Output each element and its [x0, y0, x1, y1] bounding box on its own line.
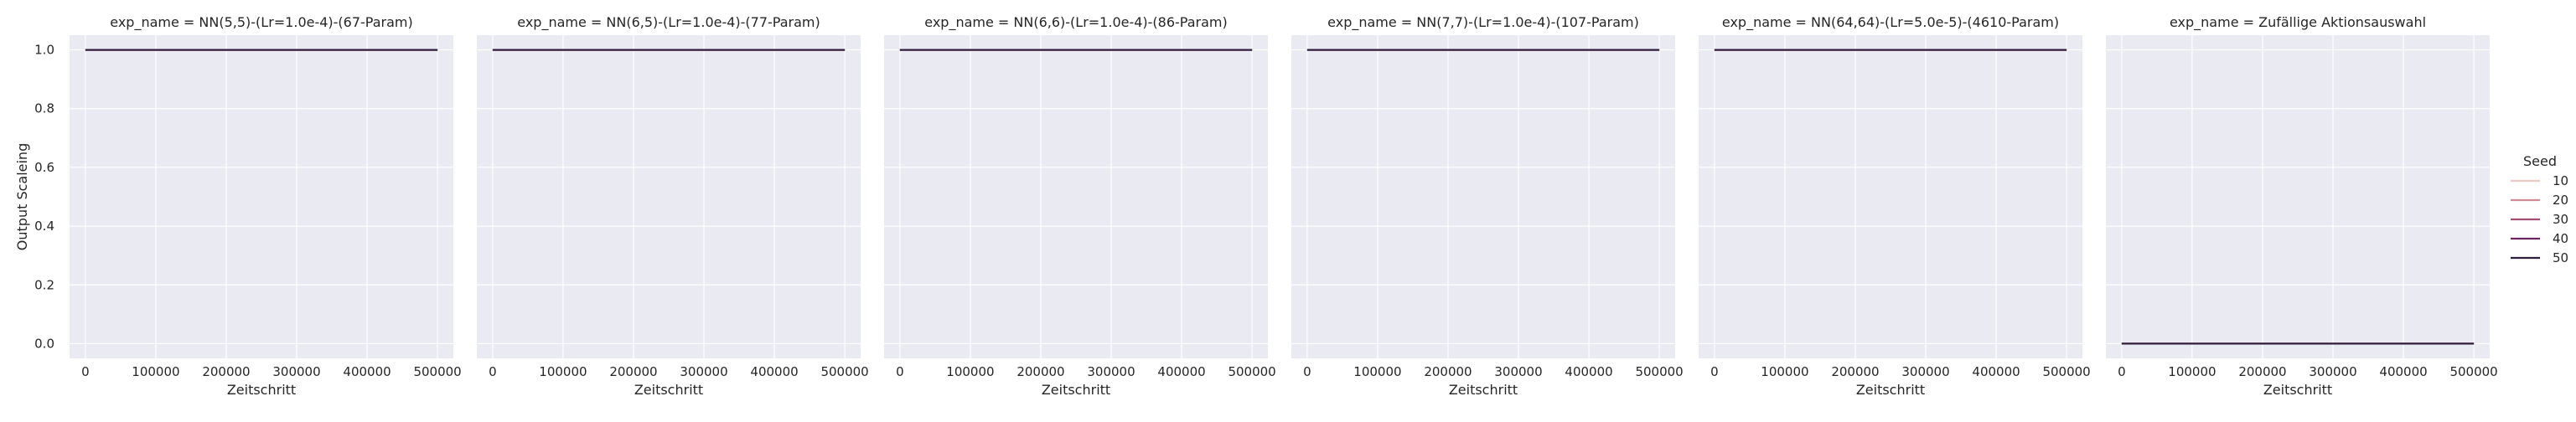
legend-title: Seed — [2523, 153, 2557, 169]
plot-area — [477, 35, 861, 358]
x-tick-label: 100000 — [539, 364, 587, 379]
x-tick-label: 200000 — [2238, 364, 2286, 379]
x-tick-label: 0 — [1710, 364, 1719, 379]
x-tick-label: 500000 — [1228, 364, 1275, 379]
x-tick-label: 300000 — [1087, 364, 1135, 379]
x-tick-label: 500000 — [2449, 364, 2497, 379]
plot-area — [70, 35, 453, 358]
x-tick-label: 200000 — [1016, 364, 1064, 379]
x-tick-label: 400000 — [750, 364, 798, 379]
x-tick-label: 300000 — [680, 364, 727, 379]
legend-label-10: 10 — [2553, 173, 2568, 188]
x-tick-label: 300000 — [1901, 364, 1949, 379]
x-tick-label: 400000 — [2379, 364, 2427, 379]
x-tick-label: 400000 — [1565, 364, 1612, 379]
y-tick-label: 0.0 — [34, 336, 54, 351]
legend-label-30: 30 — [2553, 212, 2568, 227]
x-tick-label: 500000 — [413, 364, 461, 379]
x-tick-label: 200000 — [1424, 364, 1472, 379]
legend-label-50: 50 — [2553, 250, 2568, 265]
legend-label-40: 40 — [2553, 231, 2568, 246]
x-tick-label: 400000 — [343, 364, 391, 379]
x-tick-label: 0 — [896, 364, 904, 379]
x-axis-label: Zeitschritt — [1042, 382, 1110, 398]
x-tick-label: 100000 — [1353, 364, 1401, 379]
y-tick-label: 0.2 — [34, 277, 54, 292]
y-axis-label: Output Scaleing — [14, 143, 30, 250]
x-tick-label: 300000 — [1494, 364, 1542, 379]
y-tick-label: 0.6 — [34, 160, 54, 175]
y-tick-label: 1.0 — [34, 43, 54, 58]
x-tick-label: 300000 — [2309, 364, 2356, 379]
facet-panel-6: 0 100000 200000 300000 400000 500000 exp_name … — [2106, 14, 2498, 398]
x-axis-label: Zeitschritt — [1449, 382, 1518, 398]
facet-panel-1: 0 100000 200000 300000 400000 500000 0.0 0.2 0.4… — [34, 14, 462, 398]
x-tick-label: 100000 — [132, 364, 179, 379]
x-tick-label: 0 — [2118, 364, 2126, 379]
facet-panel-5: 0 100000 200000 300000 400000 500000 exp_name … — [1699, 14, 2091, 398]
facet-title: exp_name = NN(64,64)-(Lr=5.0e-5)-(4610-P… — [1722, 14, 2059, 31]
facet-title: exp_name = NN(6,6)-(Lr=1.0e-4)-(86-Param… — [924, 14, 1228, 31]
x-tick-label: 200000 — [202, 364, 250, 379]
facet-title: exp_name = Zufällige Aktionsauswahl — [2170, 14, 2426, 31]
x-tick-label: 100000 — [2168, 364, 2216, 379]
facet-title: exp_name = NN(7,7)-(Lr=1.0e-4)-(107-Para… — [1327, 14, 1639, 31]
x-tick-label: 400000 — [1972, 364, 2020, 379]
facet-title: exp_name = NN(5,5)-(Lr=1.0e-4)-(67-Param… — [110, 14, 413, 31]
facet-title: exp_name = NN(6,5)-(Lr=1.0e-4)-(77-Param… — [517, 14, 820, 31]
x-axis-label: Zeitschritt — [1856, 382, 1925, 398]
x-tick-label: 300000 — [272, 364, 320, 379]
plot-area — [2106, 35, 2490, 358]
x-tick-label: 0 — [489, 364, 497, 379]
x-axis-label: Zeitschritt — [227, 382, 296, 398]
x-tick-label: 100000 — [946, 364, 994, 379]
x-tick-label: 500000 — [820, 364, 868, 379]
x-tick-label: 200000 — [1831, 364, 1879, 379]
plot-area — [884, 35, 1268, 358]
facet-panel-4: 0 100000 200000 300000 400000 500000 exp_name … — [1291, 14, 1684, 398]
x-axis-label: Zeitschritt — [2263, 382, 2332, 398]
facet-panel-3: 0 100000 200000 300000 400000 500000 exp_name … — [884, 14, 1276, 398]
legend: Seed 10 20 30 40 50 — [2511, 153, 2568, 265]
x-tick-label: 0 — [1303, 364, 1311, 379]
x-tick-label: 200000 — [609, 364, 657, 379]
plot-area — [1699, 35, 2082, 358]
legend-label-20: 20 — [2553, 193, 2568, 208]
x-tick-label: 500000 — [2042, 364, 2090, 379]
x-tick-label: 400000 — [1157, 364, 1205, 379]
plot-area — [1291, 35, 1675, 358]
x-axis-label: Zeitschritt — [634, 382, 703, 398]
x-tick-label: 0 — [81, 364, 90, 379]
y-tick-label: 0.4 — [34, 219, 54, 234]
facet-panel-2: 0 100000 200000 300000 400000 500000 exp_name … — [477, 14, 869, 398]
x-tick-label: 500000 — [1635, 364, 1683, 379]
y-tick-label: 0.8 — [34, 101, 54, 116]
x-tick-label: 100000 — [1761, 364, 1808, 379]
